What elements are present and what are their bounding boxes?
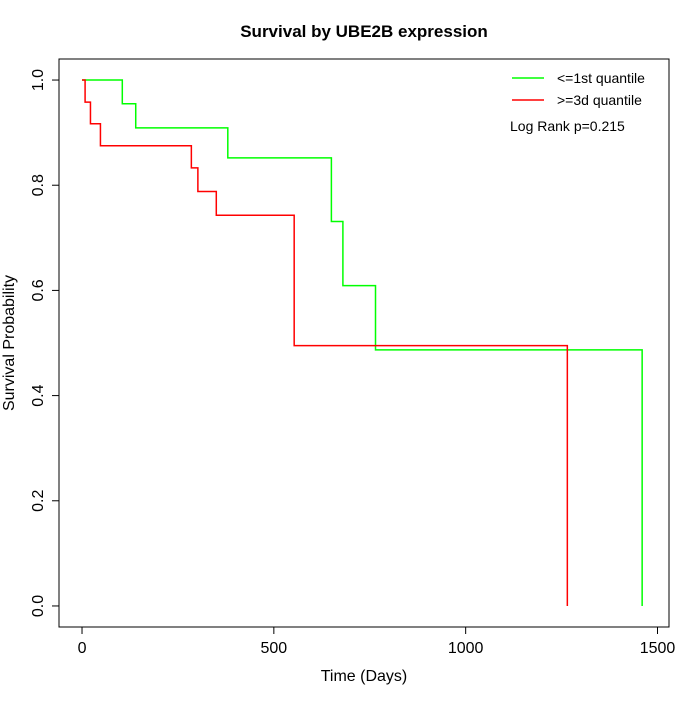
legend: <=1st quantile >=3d quantile Log Rank p=…	[510, 70, 645, 134]
y-tick-label: 0.4	[30, 384, 47, 406]
x-axis: 0 500 1000 1500	[78, 626, 676, 657]
survival-curve-series-1	[82, 79, 643, 606]
log-rank-annotation: Log Rank p=0.215	[510, 118, 625, 134]
x-tick-label: 1500	[640, 640, 676, 657]
y-tick-label: 1.0	[30, 69, 47, 91]
y-tick-label: 0.0	[30, 595, 47, 617]
x-axis-label: Time (Days)	[321, 668, 408, 685]
legend-label-series-2: >=3d quantile	[557, 92, 642, 108]
x-tick-label: 1000	[448, 640, 484, 657]
series-layer	[82, 79, 643, 606]
y-tick-label: 0.6	[30, 279, 47, 301]
y-axis: 0.0 0.2 0.4 0.6 0.8 1.0	[30, 69, 60, 617]
x-tick-label: 0	[78, 640, 87, 657]
x-tick-label: 500	[260, 640, 287, 657]
survival-curve-series-2	[82, 79, 569, 606]
y-tick-label: 0.2	[30, 490, 47, 512]
y-axis-label: Survival Probability	[1, 275, 18, 411]
chart-title: Survival by UBE2B expression	[240, 22, 488, 41]
legend-label-series-1: <=1st quantile	[557, 70, 645, 86]
y-tick-label: 0.8	[30, 174, 47, 196]
